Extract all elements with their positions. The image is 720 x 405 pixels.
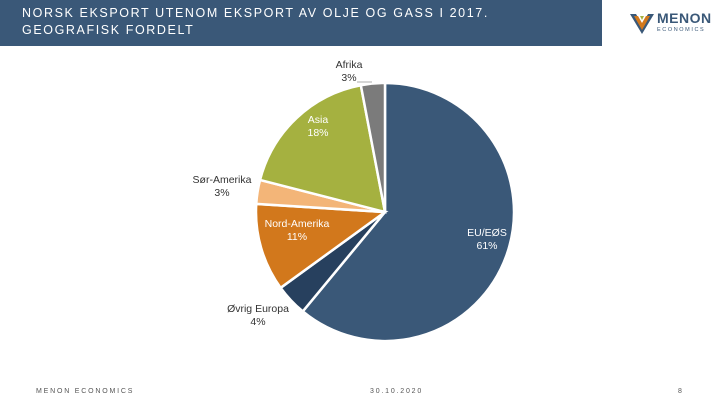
slice-label-1: Øvrig Europa 4% — [227, 303, 289, 328]
slice-name-5: Afrika — [336, 59, 363, 71]
slice-label-3: Sør-Amerika 3% — [193, 174, 252, 199]
slice-value-5: 3% — [341, 72, 356, 84]
slice-value-2: 11% — [287, 231, 307, 243]
slice-value-3: 3% — [214, 187, 229, 199]
footer-date: 30.10.2020 — [370, 388, 424, 395]
pie-slice-0 — [301, 81, 516, 343]
logo-wordmark: MENON — [657, 10, 712, 26]
title-band: NORSK EKSPORT UTENOM EKSPORT AV OLJE OG … — [0, 0, 602, 46]
slice-name-0: EU/EØS — [467, 227, 507, 239]
pie-slice-4 — [258, 83, 387, 214]
slice-label-2: Nord-Amerika 11% — [265, 218, 330, 243]
slice-name-4: Asia — [308, 114, 329, 126]
footer-company: MENON ECONOMICS — [36, 388, 135, 395]
menon-logo-icon — [630, 14, 654, 34]
footer-page-number: 8 — [678, 388, 684, 395]
page-title: NORSK EKSPORT UTENOM EKSPORT AV OLJE OG … — [22, 6, 489, 37]
header-bar: NORSK EKSPORT UTENOM EKSPORT AV OLJE OG … — [0, 0, 720, 46]
slice-value-4: 18% — [307, 127, 328, 139]
pie-slice-5 — [359, 81, 387, 213]
slice-value-1: 4% — [250, 316, 265, 328]
slice-name-1: Øvrig Europa — [227, 303, 289, 315]
slice-value-0: 61% — [476, 240, 497, 252]
pie-slice-2 — [254, 202, 389, 290]
slice-label-4: Asia 18% — [307, 114, 328, 139]
logo-subtitle: ECONOMICS — [657, 27, 706, 33]
slice-name-3: Sør-Amerika — [193, 174, 252, 186]
slice-name-2: Nord-Amerika — [265, 218, 330, 230]
logo-area — [602, 0, 720, 46]
slice-label-5: Afrika 3% — [336, 59, 363, 84]
slice-label-0: EU/EØS 61% — [467, 227, 507, 252]
